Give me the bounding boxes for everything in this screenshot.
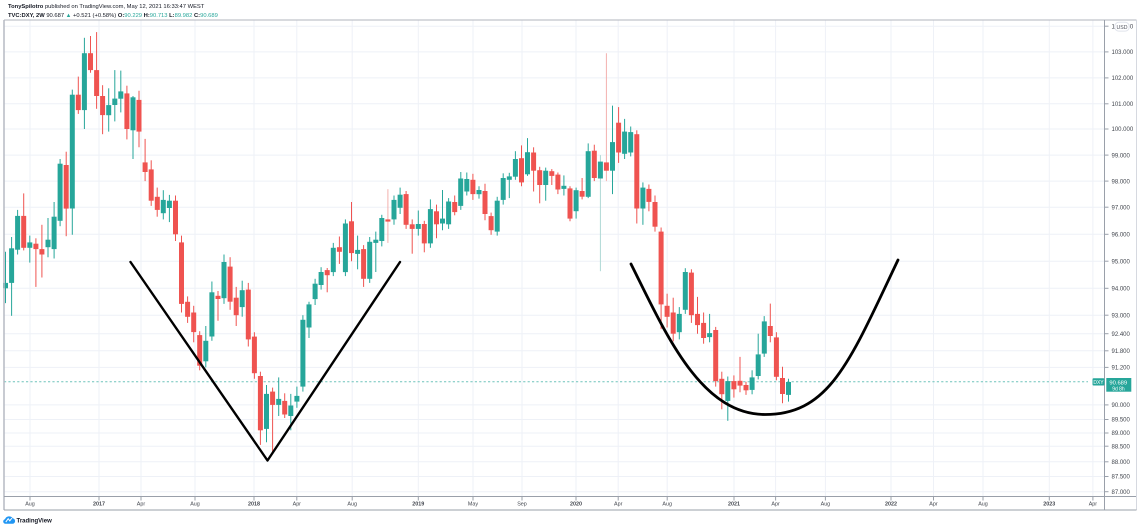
svg-text:92.400: 92.400 [1112,332,1131,338]
svg-text:USD: USD [1117,25,1128,31]
svg-text:91.800: 91.800 [1112,349,1131,355]
svg-text:2017: 2017 [93,502,105,508]
svg-text:102.000: 102.000 [1112,76,1134,82]
svg-text:89.000: 89.000 [1112,431,1131,437]
svg-text:Sep: Sep [517,502,527,508]
svg-text:2020: 2020 [570,502,582,508]
svg-text:91.200: 91.200 [1112,366,1131,372]
svg-text:Aug: Aug [978,502,988,508]
svg-text:98.000: 98.000 [1112,179,1131,185]
svg-text:96.000: 96.000 [1112,233,1131,239]
svg-text:93.000: 93.000 [1112,313,1131,319]
svg-text:Apr: Apr [929,502,938,508]
svg-text:87.500: 87.500 [1112,475,1131,481]
svg-text:9d 8h: 9d 8h [1112,386,1125,392]
svg-text:Apr: Apr [614,502,623,508]
svg-text:Aug: Aug [190,502,200,508]
svg-text:2018: 2018 [248,502,260,508]
svg-text:TradingView: TradingView [17,518,53,524]
svg-text:94.000: 94.000 [1112,287,1131,293]
svg-text:Aug: Aug [25,502,35,508]
svg-text:Aug: Aug [821,502,831,508]
svg-text:101.000: 101.000 [1112,102,1134,108]
svg-text:2019: 2019 [412,502,424,508]
svg-text:2022: 2022 [885,502,897,508]
svg-text:Apr: Apr [293,502,302,508]
svg-text:2021: 2021 [728,502,740,508]
svg-text:97.000: 97.000 [1112,205,1131,211]
svg-text:DXY: DXY [1093,380,1104,386]
svg-text:87.000: 87.000 [1112,490,1131,496]
svg-text:Apr: Apr [137,502,146,508]
svg-text:100.000: 100.000 [1112,127,1134,133]
svg-text:99.000: 99.000 [1112,153,1131,159]
svg-text:Aug: Aug [662,502,672,508]
svg-text:88.000: 88.000 [1112,460,1131,466]
svg-text:95.000: 95.000 [1112,259,1131,265]
svg-text:90.000: 90.000 [1112,403,1131,409]
svg-text:Apr: Apr [771,502,780,508]
svg-text:90.689: 90.689 [1109,381,1127,387]
svg-text:May: May [468,502,478,508]
svg-text:2023: 2023 [1043,502,1055,508]
svg-text:103.000: 103.000 [1112,50,1134,56]
svg-text:Aug: Aug [347,502,357,508]
svg-text:88.500: 88.500 [1112,444,1131,450]
svg-text:89.500: 89.500 [1112,418,1131,424]
svg-text:Apr: Apr [1089,502,1098,508]
